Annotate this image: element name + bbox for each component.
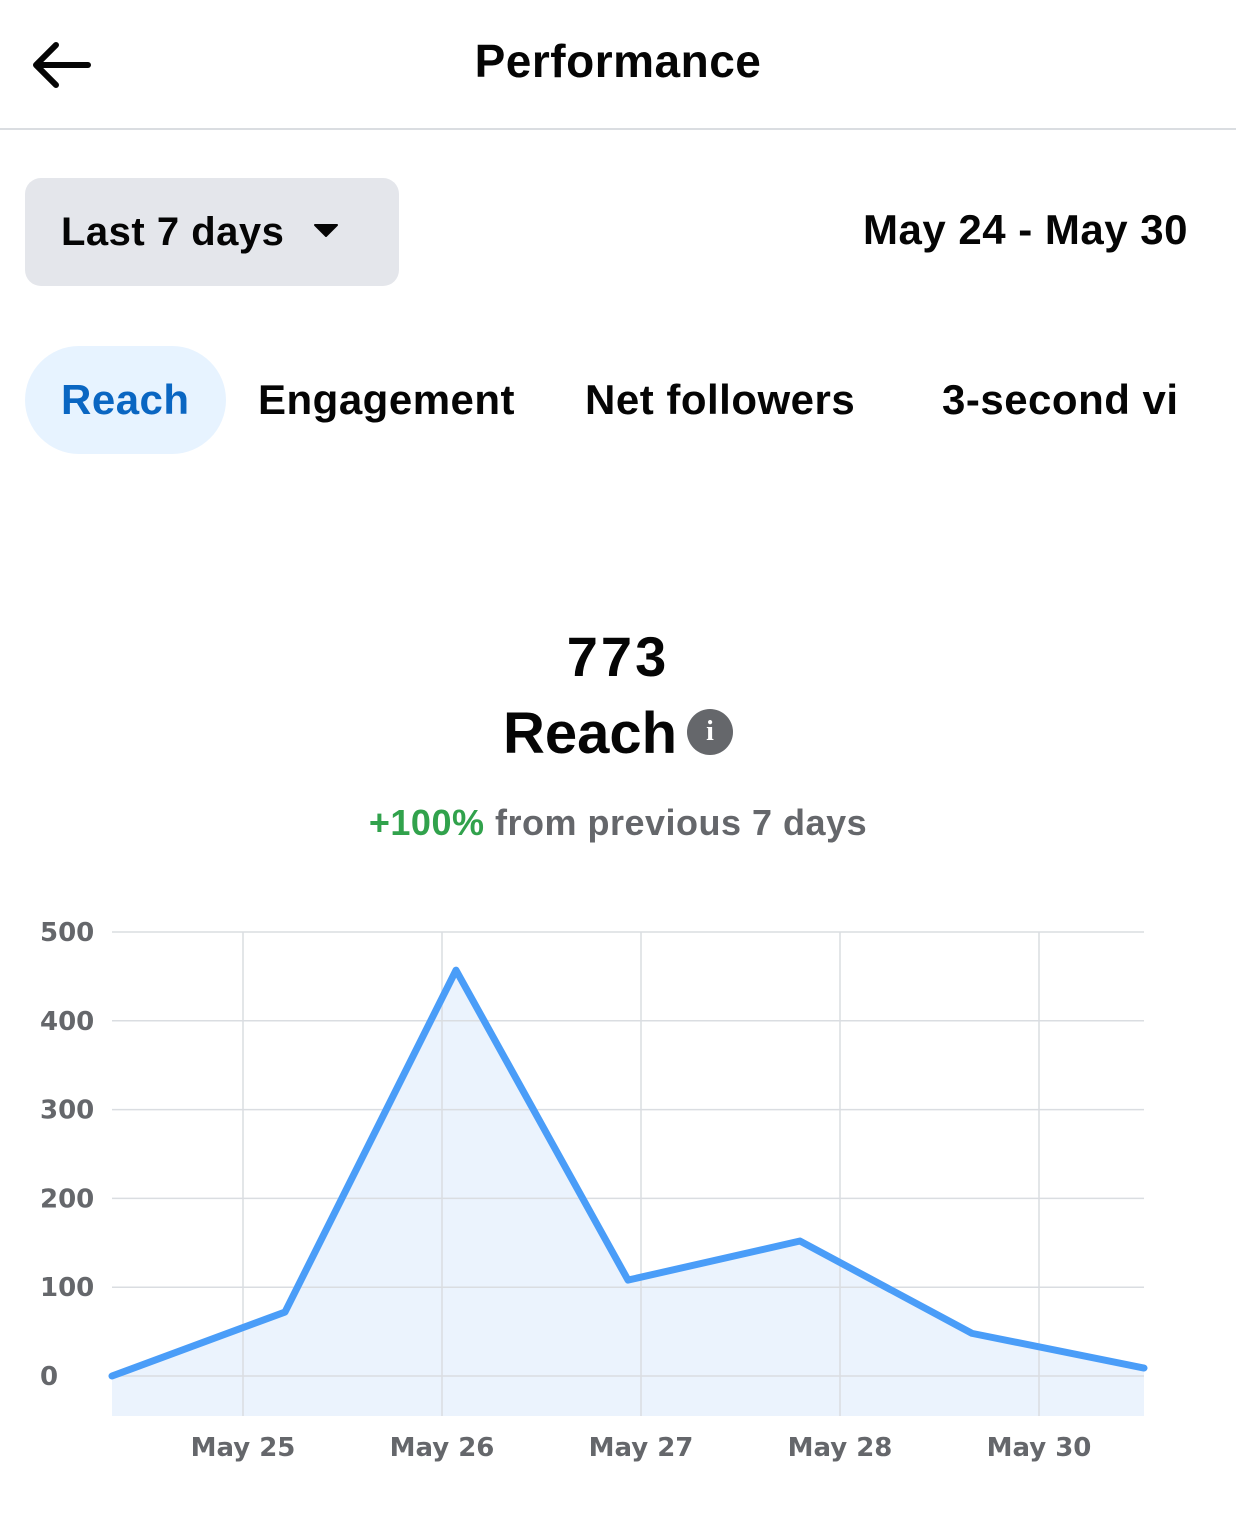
top-bar: Performance [0,0,1236,130]
metric-name-row: Reach i [0,700,1236,767]
y-tick-label: 100 [40,1273,94,1303]
tab-reach[interactable]: Reach [25,346,226,454]
caret-down-icon [312,222,340,243]
date-range-dropdown-label: Last 7 days [61,209,285,254]
x-tick-label: May 30 [987,1433,1092,1463]
change-description: from previous 7 days [484,802,868,843]
chart-series-line [108,966,1148,1380]
change-summary: +100% from previous 7 days [0,802,1236,844]
tab-net-followers[interactable]: Net followers [585,376,856,423]
y-tick-label: 300 [40,1096,94,1126]
x-tick-label: May 26 [390,1433,495,1463]
metric-tabs: Reach Engagement Net followers 3-second … [25,346,1190,454]
y-tick-label: 200 [40,1184,94,1214]
arrow-left-icon [33,42,91,88]
back-button[interactable] [22,30,98,100]
metric-name: Reach [502,701,678,766]
change-percentage: +100% [368,802,485,843]
page-title: Performance [474,35,762,87]
reach-chart: 0 100 200 300 400 500 May 25 May 26 May 27 May 28… [40,918,1148,1463]
metric-total-value: 773 [566,625,670,688]
y-tick-label: 500 [40,918,94,948]
tab-engagement[interactable]: Engagement [258,376,516,423]
date-range-dropdown[interactable]: Last 7 days [25,178,399,286]
x-tick-label: May 28 [788,1433,893,1463]
tab-3-second-views[interactable]: 3-second vi [942,376,1179,423]
date-range-text: May 24 - May 30 [862,206,1188,253]
y-tick-label: 0 [40,1362,58,1392]
y-tick-label: 400 [40,1007,94,1037]
info-icon[interactable]: i [687,708,734,755]
x-tick-label: May 25 [191,1433,296,1463]
x-tick-label: May 27 [589,1433,694,1463]
chart-area-fill [112,970,1144,1416]
